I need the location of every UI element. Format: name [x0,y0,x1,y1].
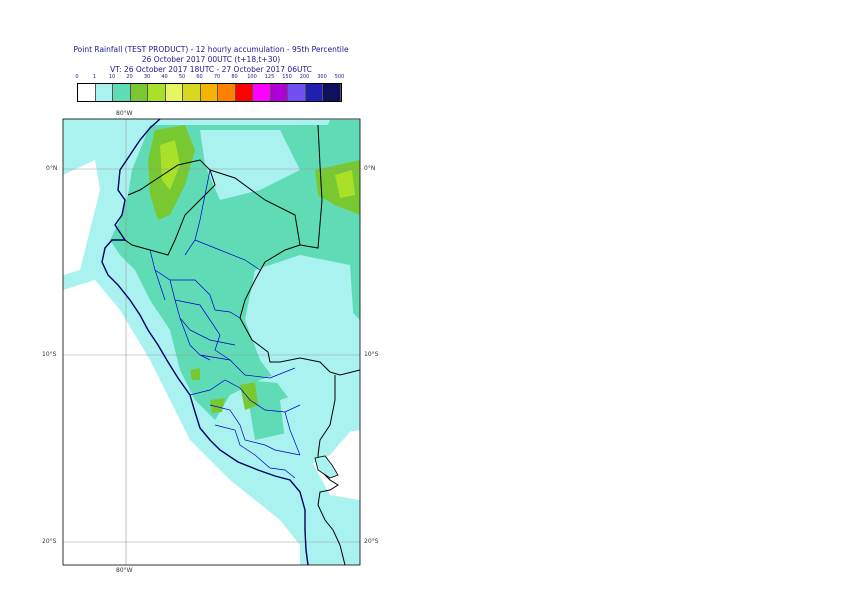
legend-swatch [165,84,183,101]
map-frame [62,118,361,566]
legend-threshold-label: 60 [196,74,203,80]
legend-threshold-label: 50 [178,74,186,80]
legend-swatch [78,84,96,101]
lat-label-0n: 0°N [46,165,58,172]
admin-borders [149,169,301,479]
legend-threshold-label: 70 [213,74,221,80]
lon-label-top: 80°W [116,110,133,117]
lat-label-20s: 20°S [42,538,57,545]
lake-titicaca [314,455,339,479]
legend-swatch [305,84,323,101]
legend-threshold-label: 125 [264,74,275,80]
lat-label-right-20s: 20°S [364,538,379,545]
rain-20-30 [240,382,258,410]
legend-swatch [270,84,288,101]
no-rain-area [63,280,300,565]
legend-swatch [323,84,341,101]
land-rain-trace [200,130,300,200]
legend-threshold-label: 300 [317,74,327,80]
valid-time: VT: 26 October 2017 18UTC - 27 October 2… [110,65,312,74]
legend-swatch [218,84,236,101]
no-rain-area [63,160,100,275]
legend-swatch [95,84,113,101]
legend-threshold-label: 1 [92,74,97,80]
base-time: 26 October 2017 00UTC (t+18,t+30) [141,55,281,64]
legend-threshold-label: 80 [231,74,238,80]
lat-label-right-0n: 0°N [364,165,376,172]
legend-threshold-label: 10 [108,74,116,80]
legend-swatch [288,84,306,101]
legend-threshold-label: 150 [282,74,292,80]
lat-label-right-10s: 10°S [364,351,379,358]
lat-label-10s: 10°S [42,351,57,358]
rain-20-30 [190,368,200,380]
legend-threshold-label: 500 [334,74,345,80]
legend-swatch [113,84,131,101]
legend-swatch [183,84,201,101]
country-border [124,159,216,256]
legend-swatch [200,84,218,101]
legend-swatch [235,84,253,101]
map-title: Point Rainfall (TEST PRODUCT) - 12 hourl… [73,45,349,54]
legend-threshold-label: 20 [126,74,133,80]
rain-30-40 [335,170,355,198]
rain-20-30 [210,398,225,413]
lon-label-bottom: 80°W [116,567,133,574]
legend-threshold-label: 0 [75,74,79,80]
legend-swatch [253,84,271,101]
legend-threshold-label: 30 [143,74,151,80]
country-border [317,375,346,565]
legend-threshold-label: 100 [247,74,257,80]
legend-swatch [148,84,166,101]
country-border [239,244,360,376]
legend-threshold-label: 40 [161,74,168,80]
land-rain-trace [280,380,360,470]
land-rain-trace [245,255,355,400]
rain-30-40 [160,140,180,190]
legend-colorbar [77,83,342,102]
coastline [101,119,309,565]
legend-threshold-label: 200 [299,74,310,80]
legend-swatch [130,84,148,101]
